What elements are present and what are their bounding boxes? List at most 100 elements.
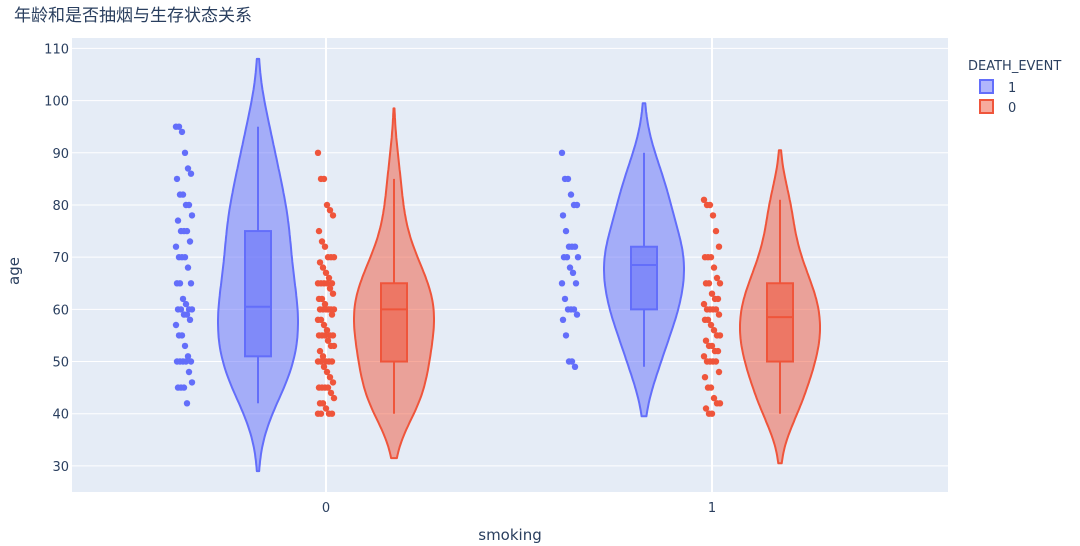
data-point[interactable] — [175, 123, 183, 130]
data-point[interactable] — [571, 243, 579, 250]
data-point[interactable] — [559, 212, 567, 219]
data-point[interactable] — [325, 274, 333, 282]
data-point[interactable] — [185, 201, 193, 209]
data-point[interactable] — [326, 374, 334, 381]
data-point[interactable] — [182, 358, 190, 365]
data-point[interactable] — [326, 207, 334, 214]
data-point[interactable] — [186, 238, 194, 245]
legend-item-0[interactable]: 0 — [979, 99, 1016, 116]
data-point[interactable] — [188, 379, 196, 386]
data-point[interactable] — [320, 363, 328, 370]
data-point[interactable] — [183, 400, 191, 407]
data-point[interactable] — [319, 264, 327, 271]
data-point[interactable] — [323, 368, 331, 376]
data-point[interactable] — [563, 254, 571, 261]
data-point[interactable] — [329, 212, 337, 219]
data-point[interactable] — [562, 227, 570, 235]
data-point[interactable] — [712, 306, 720, 313]
data-point[interactable] — [716, 280, 724, 287]
data-point[interactable] — [328, 280, 336, 287]
data-point[interactable] — [329, 332, 337, 339]
data-point[interactable] — [316, 347, 324, 355]
data-point[interactable] — [183, 311, 191, 318]
data-point[interactable] — [318, 295, 326, 303]
data-point[interactable] — [562, 332, 570, 339]
data-point[interactable] — [715, 311, 723, 318]
data-point[interactable] — [567, 191, 575, 198]
data-point[interactable] — [177, 306, 185, 313]
data-point[interactable] — [561, 295, 569, 303]
data-point[interactable] — [324, 384, 332, 391]
data-point[interactable] — [700, 300, 708, 308]
data-point[interactable] — [180, 384, 188, 391]
data-point[interactable] — [184, 165, 192, 172]
data-point[interactable] — [708, 342, 716, 350]
data-point[interactable] — [320, 321, 328, 329]
data-point[interactable] — [182, 300, 190, 308]
data-point[interactable] — [701, 374, 709, 381]
data-point[interactable] — [328, 358, 336, 365]
data-point[interactable] — [183, 227, 191, 235]
data-point[interactable] — [707, 321, 715, 329]
data-point[interactable] — [330, 394, 338, 402]
data-point[interactable] — [329, 379, 337, 386]
data-point[interactable] — [322, 405, 330, 412]
data-point[interactable] — [710, 264, 718, 271]
data-point[interactable] — [172, 243, 180, 250]
data-point[interactable] — [715, 368, 723, 376]
data-point[interactable] — [716, 332, 724, 339]
data-point[interactable] — [559, 316, 567, 323]
data-point[interactable] — [317, 410, 325, 417]
data-point[interactable] — [318, 238, 326, 245]
data-point[interactable] — [178, 128, 186, 136]
data-point[interactable] — [319, 400, 327, 407]
data-point[interactable] — [573, 311, 581, 318]
data-point[interactable] — [327, 389, 335, 397]
data-point[interactable] — [319, 353, 327, 360]
data-point[interactable] — [328, 410, 336, 417]
data-point[interactable] — [712, 358, 720, 365]
data-point[interactable] — [179, 191, 187, 198]
data-point[interactable] — [710, 394, 718, 402]
data-point[interactable] — [700, 196, 708, 203]
box-1-smoking-0[interactable] — [244, 230, 272, 358]
data-point[interactable] — [173, 175, 181, 183]
data-point[interactable] — [321, 243, 329, 250]
data-point[interactable] — [714, 347, 722, 355]
data-point[interactable] — [323, 327, 331, 334]
data-point[interactable] — [185, 368, 193, 376]
data-point[interactable] — [572, 280, 580, 287]
data-point[interactable] — [704, 316, 712, 323]
data-point[interactable] — [573, 201, 581, 209]
data-point[interactable] — [569, 269, 577, 276]
data-point[interactable] — [713, 274, 721, 282]
data-point[interactable] — [568, 358, 576, 365]
data-point[interactable] — [322, 269, 330, 276]
data-point[interactable] — [317, 358, 325, 365]
data-point[interactable] — [188, 306, 196, 313]
data-point[interactable] — [324, 337, 332, 344]
data-point[interactable] — [558, 149, 566, 156]
data-point[interactable] — [320, 175, 328, 183]
legend[interactable]: DEATH_EVENT 1 0 — [968, 59, 1061, 116]
legend-item-1[interactable]: 1 — [979, 79, 1016, 96]
data-point[interactable] — [570, 306, 578, 313]
data-point[interactable] — [181, 342, 189, 350]
data-point[interactable] — [329, 290, 337, 297]
data-point[interactable] — [316, 259, 324, 266]
data-point[interactable] — [178, 332, 186, 339]
data-point[interactable] — [708, 410, 716, 417]
data-point[interactable] — [174, 217, 182, 224]
data-point[interactable] — [707, 384, 715, 391]
data-point[interactable] — [317, 316, 325, 323]
data-point[interactable] — [330, 306, 338, 313]
data-point[interactable] — [323, 201, 331, 209]
data-point[interactable] — [184, 264, 192, 271]
data-point[interactable] — [564, 175, 572, 183]
data-point[interactable] — [176, 280, 184, 287]
data-point[interactable] — [184, 353, 192, 360]
data-point[interactable] — [181, 254, 189, 261]
data-point[interactable] — [187, 170, 195, 177]
data-point[interactable] — [709, 212, 717, 219]
data-point[interactable] — [172, 321, 180, 329]
